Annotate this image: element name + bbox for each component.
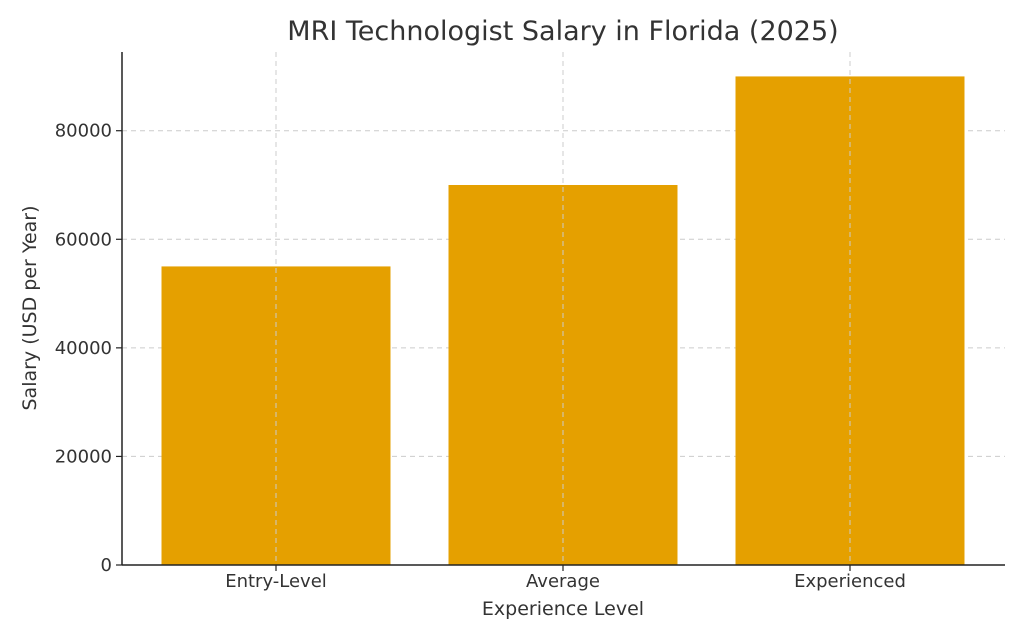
y-tick-label: 20000 [55, 446, 112, 467]
y-tick-label: 0 [101, 555, 112, 576]
y-tick-label: 80000 [55, 121, 112, 142]
y-tick-label: 40000 [55, 338, 112, 359]
bars [161, 76, 965, 565]
x-axis-label: Experience Level [482, 598, 644, 620]
x-tick-label: Entry-Level [225, 571, 327, 592]
chart-title: MRI Technologist Salary in Florida (2025… [287, 16, 838, 47]
y-axis-label: Salary (USD per Year) [19, 205, 41, 410]
x-tick-label: Experienced [794, 571, 906, 592]
y-tick-label: 60000 [55, 229, 112, 250]
bar-average [448, 185, 678, 565]
bar-experienced [735, 76, 965, 565]
x-axis-ticks: Entry-Level Average Experienced [225, 565, 906, 592]
y-axis-ticks: 0 20000 40000 60000 80000 [55, 121, 122, 576]
x-tick-label: Average [526, 571, 600, 592]
